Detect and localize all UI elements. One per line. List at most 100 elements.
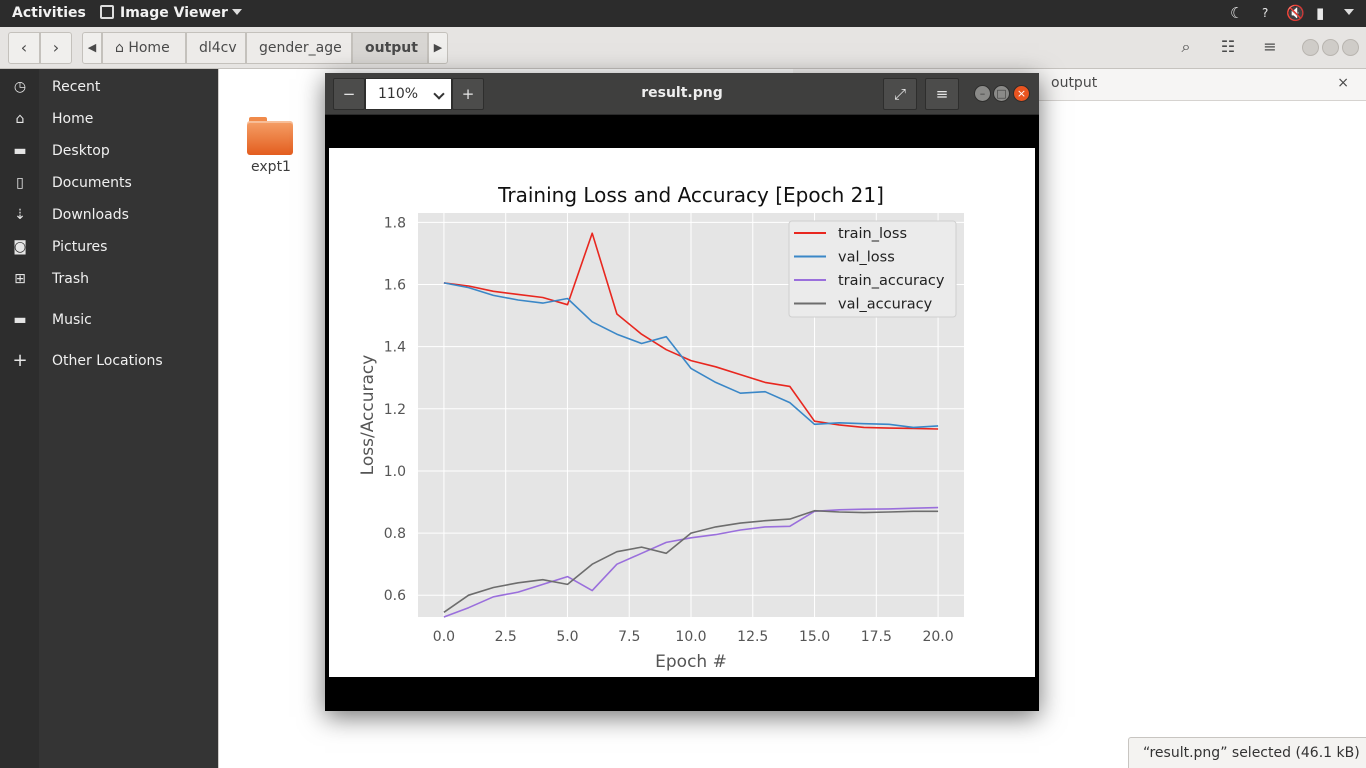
- y-tick-label: 1.8: [384, 215, 406, 231]
- battery-icon[interactable]: ▮: [1316, 4, 1325, 22]
- x-tick-label: 0.0: [433, 629, 455, 645]
- sidebar-item-other-locations[interactable]: + Other Locations: [0, 346, 218, 376]
- sidebar-item-label: Trash: [52, 271, 89, 287]
- legend-entry-train-loss: train_loss: [838, 226, 907, 242]
- sidebar-item-downloads[interactable]: ⇣ Downloads: [0, 200, 218, 230]
- sidebar-item-desktop[interactable]: ▬ Desktop: [0, 136, 218, 166]
- home-icon: ⌂: [115, 40, 124, 56]
- zoom-value: 110%: [378, 86, 419, 102]
- chevron-down-icon: [433, 88, 445, 100]
- folder-icon: ▬: [13, 312, 27, 328]
- menu-icon[interactable]: ≡: [925, 78, 959, 110]
- line-chart: 0.6 0.8 1.0 1.2 1.4 1.6 1.8 0.0 2.5 5.0 7.5 10.0 12.…: [358, 183, 964, 672]
- app-name: Image Viewer: [120, 5, 228, 21]
- breadcrumb-home[interactable]: ⌂ Home: [102, 32, 186, 64]
- volume-muted-icon[interactable]: 🔇: [1286, 4, 1305, 22]
- back-button[interactable]: ‹: [8, 32, 40, 64]
- download-icon: ⇣: [14, 207, 26, 223]
- app-menu[interactable]: Image Viewer: [100, 0, 242, 27]
- series-line-train-accuracy: [443, 506, 939, 618]
- breadcrumb-output[interactable]: output: [352, 32, 428, 64]
- plus-icon: +: [12, 350, 28, 371]
- zoom-out-button[interactable]: −: [333, 78, 365, 110]
- maximize-button[interactable]: [1322, 39, 1339, 56]
- close-icon[interactable]: ×: [1337, 75, 1349, 91]
- places-sidebar: ◷ Recent ⌂ Home ▬ Desktop ▯ Documents ⇣ Downl…: [0, 69, 218, 768]
- chart-title: Training Loss and Accuracy [Epoch 21]: [497, 183, 884, 207]
- fullscreen-icon[interactable]: ⤢: [883, 78, 917, 110]
- x-tick-label: 15.0: [799, 629, 830, 645]
- image-viewer-window: − 110% + result.png ⤢ ≡ – □ × 0.6 0.8 1.0 1…: [325, 73, 1039, 711]
- sidebar-item-music[interactable]: ▬ Music: [0, 305, 218, 335]
- chevron-down-icon: [231, 9, 242, 15]
- x-tick-label: 2.5: [495, 629, 517, 645]
- legend-box: [788, 220, 957, 318]
- sidebar-item-label: Downloads: [52, 207, 129, 223]
- view-options-icon[interactable]: ☷: [1220, 37, 1236, 56]
- menu-icon[interactable]: ≡: [1263, 37, 1277, 56]
- search-icon[interactable]: ⌕: [1181, 37, 1191, 56]
- minimize-button[interactable]: [1302, 39, 1319, 56]
- system-menu-button[interactable]: [1340, 0, 1354, 27]
- x-axis-label: Epoch #: [655, 652, 727, 672]
- series-line-train-loss: [443, 232, 939, 430]
- breadcrumb-right-arrow[interactable]: ▶: [428, 32, 448, 64]
- y-tick-label: 0.6: [384, 588, 406, 604]
- tab-title: output: [1051, 75, 1098, 91]
- close-button[interactable]: [1342, 39, 1359, 56]
- x-tick-label: 17.5: [861, 629, 892, 645]
- series-line-val-accuracy: [443, 509, 939, 613]
- sidebar-item-label: Other Locations: [52, 353, 163, 369]
- breadcrumb-gender-age[interactable]: gender_age: [246, 32, 352, 64]
- sidebar-item-label: Recent: [52, 79, 101, 95]
- viewer-header: − 110% + result.png ⤢ ≡ – □ ×: [325, 73, 1039, 115]
- y-tick-label: 0.8: [384, 526, 406, 542]
- folder-icon: ▬: [13, 143, 27, 159]
- trash-icon: ⊞: [14, 271, 26, 287]
- folder-icon[interactable]: [247, 117, 295, 157]
- x-tick-label: 10.0: [675, 629, 706, 645]
- image-viewer-icon: [100, 5, 114, 19]
- sidebar-item-home[interactable]: ⌂ Home: [0, 104, 218, 134]
- legend-entry-train-accuracy: train_accuracy: [838, 273, 945, 289]
- sidebar-item-label: Home: [52, 111, 94, 127]
- y-tick-label: 1.0: [384, 464, 406, 480]
- chart-image: 0.6 0.8 1.0 1.2 1.4 1.6 1.8 0.0 2.5 5.0 7.5 10.0 12.…: [329, 148, 1035, 677]
- top-bar: Activities Image Viewer ☾ ? 🔇 ▮: [0, 0, 1366, 27]
- x-tick-label: 5.0: [556, 629, 578, 645]
- y-tick-label: 1.2: [384, 402, 406, 418]
- camera-icon: ◙: [13, 239, 27, 255]
- folder-label[interactable]: expt1: [251, 159, 291, 175]
- sidebar-item-pictures[interactable]: ◙ Pictures: [0, 232, 218, 262]
- help-icon[interactable]: ?: [1262, 6, 1269, 20]
- chevron-down-icon: [1344, 9, 1354, 15]
- breadcrumb-left-arrow[interactable]: ◀: [82, 32, 102, 64]
- y-tick-label: 1.4: [384, 340, 406, 356]
- dock: [0, 69, 39, 768]
- legend-entry-val-loss: val_loss: [838, 250, 895, 266]
- sidebar-item-documents[interactable]: ▯ Documents: [0, 168, 218, 198]
- minimize-button[interactable]: –: [974, 85, 991, 102]
- sidebar-item-recent[interactable]: ◷ Recent: [0, 72, 218, 102]
- close-button[interactable]: ×: [1013, 85, 1030, 102]
- sidebar-item-label: Music: [52, 312, 92, 328]
- clock-icon: ◷: [13, 79, 27, 95]
- y-axis-label: Loss/Accuracy: [358, 355, 378, 476]
- x-tick-label: 20.0: [922, 629, 953, 645]
- sidebar-item-trash[interactable]: ⊞ Trash: [0, 264, 218, 294]
- maximize-button[interactable]: □: [993, 85, 1010, 102]
- breadcrumb-label: Home: [128, 40, 170, 56]
- activities-button[interactable]: Activities: [12, 5, 86, 21]
- selection-status: “result.png” selected (46.1 kB): [1128, 737, 1366, 768]
- zoom-select[interactable]: 110%: [365, 78, 452, 110]
- sidebar-item-label: Pictures: [52, 239, 108, 255]
- forward-button[interactable]: ›: [40, 32, 72, 64]
- breadcrumb-dl4cv[interactable]: dl4cv: [186, 32, 246, 64]
- zoom-in-button[interactable]: +: [452, 78, 484, 110]
- x-tick-label: 7.5: [618, 629, 640, 645]
- x-tick-label: 12.5: [737, 629, 768, 645]
- series-line-val-loss: [443, 282, 939, 429]
- night-light-icon[interactable]: ☾: [1230, 4, 1244, 22]
- home-icon: ⌂: [15, 111, 25, 127]
- file-manager-header: ‹ › ◀ ⌂ Home dl4cv gender_age output ▶ ⌕…: [0, 27, 1366, 69]
